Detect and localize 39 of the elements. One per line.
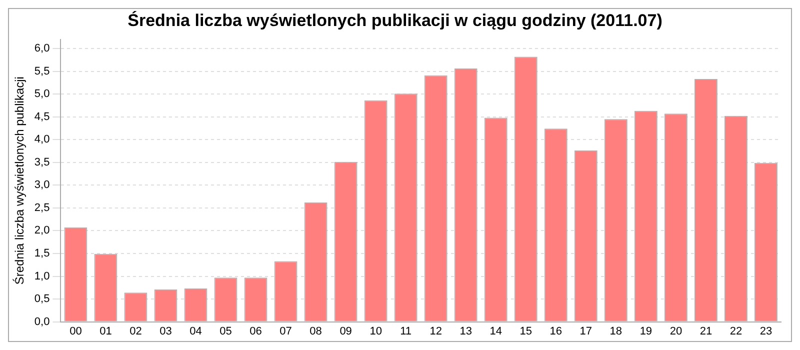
x-tick-label: 15 (520, 325, 532, 338)
x-tick-label: 20 (670, 325, 682, 338)
x-tick-label: 07 (280, 325, 292, 338)
y-tick-label: 5,0 (34, 88, 50, 100)
y-tick-label: 3,5 (34, 156, 50, 168)
x-tick-label: 21 (700, 325, 712, 338)
y-tick-label: 4,5 (34, 110, 50, 123)
x-tick-label: 10 (370, 325, 382, 338)
x-tick-label: 09 (340, 325, 352, 338)
x-tick-label: 11 (400, 325, 412, 338)
x-tick-label: 17 (580, 325, 592, 338)
x-tick-label: 12 (430, 325, 442, 338)
y-tick-label: 0,0 (34, 316, 50, 328)
y-tick-label: 1,5 (34, 248, 50, 260)
x-tick-label: 14 (490, 325, 502, 338)
chart-title: Średnia liczba wyświetlonych publikacji w ciągu godziny (2011.07) (128, 10, 662, 30)
x-tick-label: 19 (640, 325, 652, 338)
x-tick-label: 04 (190, 325, 202, 338)
y-tick-label: 1,0 (34, 270, 50, 282)
y-tick-label: 4,0 (34, 134, 50, 146)
x-tick-label: 13 (460, 325, 472, 338)
y-tick-label: 2,0 (34, 224, 50, 237)
x-tick-label: 00 (70, 325, 82, 338)
x-tick-label: 03 (160, 325, 172, 338)
x-tick-label: 22 (730, 325, 742, 338)
x-tick-label: 01 (100, 325, 112, 338)
x-tick-label: 05 (220, 325, 232, 338)
x-tick-label: 18 (610, 325, 622, 338)
x-tick-label: 16 (550, 325, 562, 338)
y-tick-label: 0,5 (34, 293, 50, 306)
x-tick-label: 06 (250, 325, 262, 338)
y-tick-label: 5,5 (34, 65, 50, 78)
x-tick-label: 08 (310, 325, 322, 338)
x-tick-label: 23 (760, 325, 772, 338)
y-tick-label: 2,5 (34, 202, 50, 214)
y-tick-label: 6,0 (34, 42, 50, 55)
x-tick-label: 02 (130, 325, 142, 338)
y-tick-label: 3,0 (34, 179, 50, 192)
y-axis-title: Średnia liczba wyświetlonych publikacji (12, 76, 27, 285)
